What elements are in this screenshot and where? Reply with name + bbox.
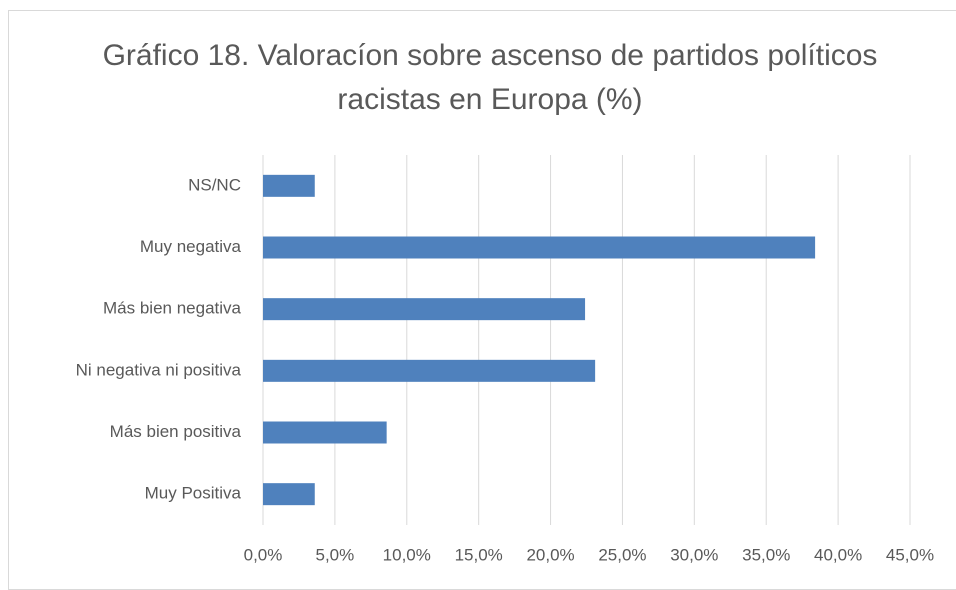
x-tick-label: 10,0% [383,545,431,564]
x-tick-label: 35,0% [742,545,790,564]
bar [263,298,586,321]
bar [263,421,387,444]
y-tick-label: Muy negativa [140,237,242,256]
y-tick-label: Más bien positiva [110,422,242,441]
bar [263,236,816,259]
bar [263,174,315,197]
bar [263,483,315,506]
x-tick-label: 5,0% [316,545,355,564]
x-tick-label: 30,0% [670,545,718,564]
x-tick-label: 0,0% [244,545,283,564]
y-tick-label: Muy Positiva [145,484,242,503]
x-tick-label: 40,0% [814,545,862,564]
x-tick-label: 15,0% [455,545,503,564]
x-tick-label: 20,0% [526,545,574,564]
y-tick-label: Ni negativa ni positiva [76,360,242,379]
y-tick-label: NS/NC [188,175,241,194]
x-tick-label: 45,0% [886,545,934,564]
chart-title: Gráfico 18. Valoracíon sobre ascenso de … [102,39,878,116]
bar [263,359,596,382]
y-tick-label: Más bien negativa [103,299,242,318]
x-tick-label: 25,0% [598,545,646,564]
